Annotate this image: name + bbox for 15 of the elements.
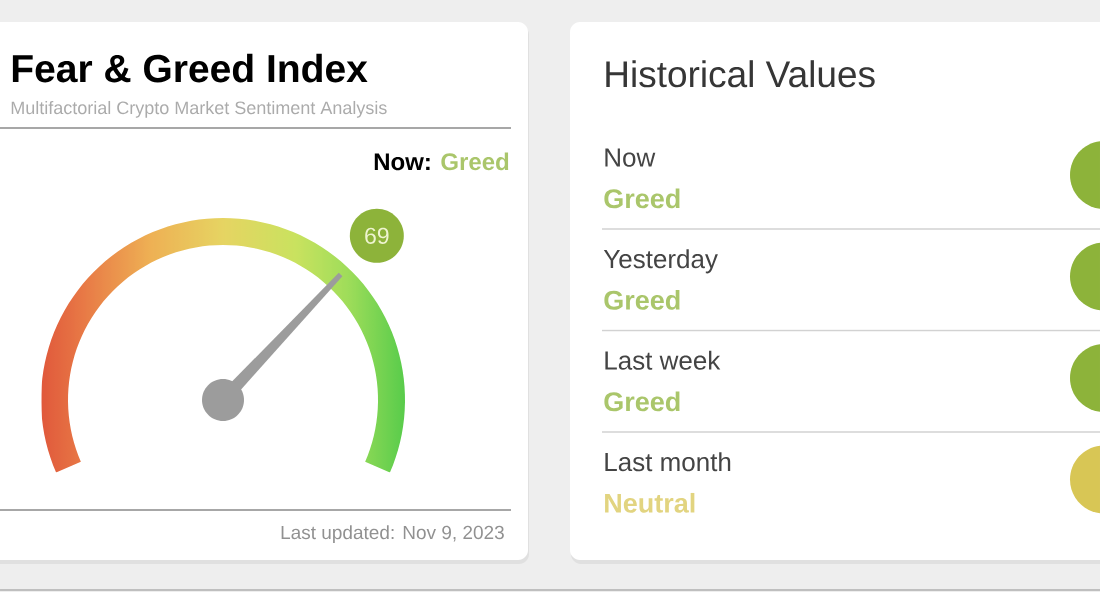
text: Greed [441, 152, 509, 171]
text: Neutral [605, 492, 695, 513]
text: Now: [374, 153, 430, 171]
text: Now [605, 148, 656, 167]
text: Yesterday [603, 249, 718, 274]
text: Multifactorial Crypto Market Sentiment Analysis [11, 100, 387, 118]
text: Greed [604, 289, 680, 310]
text: Last week [605, 350, 721, 370]
data-label: 69 [365, 227, 389, 244]
text: Fear & Greed Index [12, 53, 368, 83]
text: Last updated: Nov 9, 2023 [281, 525, 504, 543]
text: Greed [604, 188, 680, 209]
text: Historical Values [606, 60, 875, 88]
text: Last month [605, 452, 731, 472]
text: Greed [604, 391, 680, 412]
